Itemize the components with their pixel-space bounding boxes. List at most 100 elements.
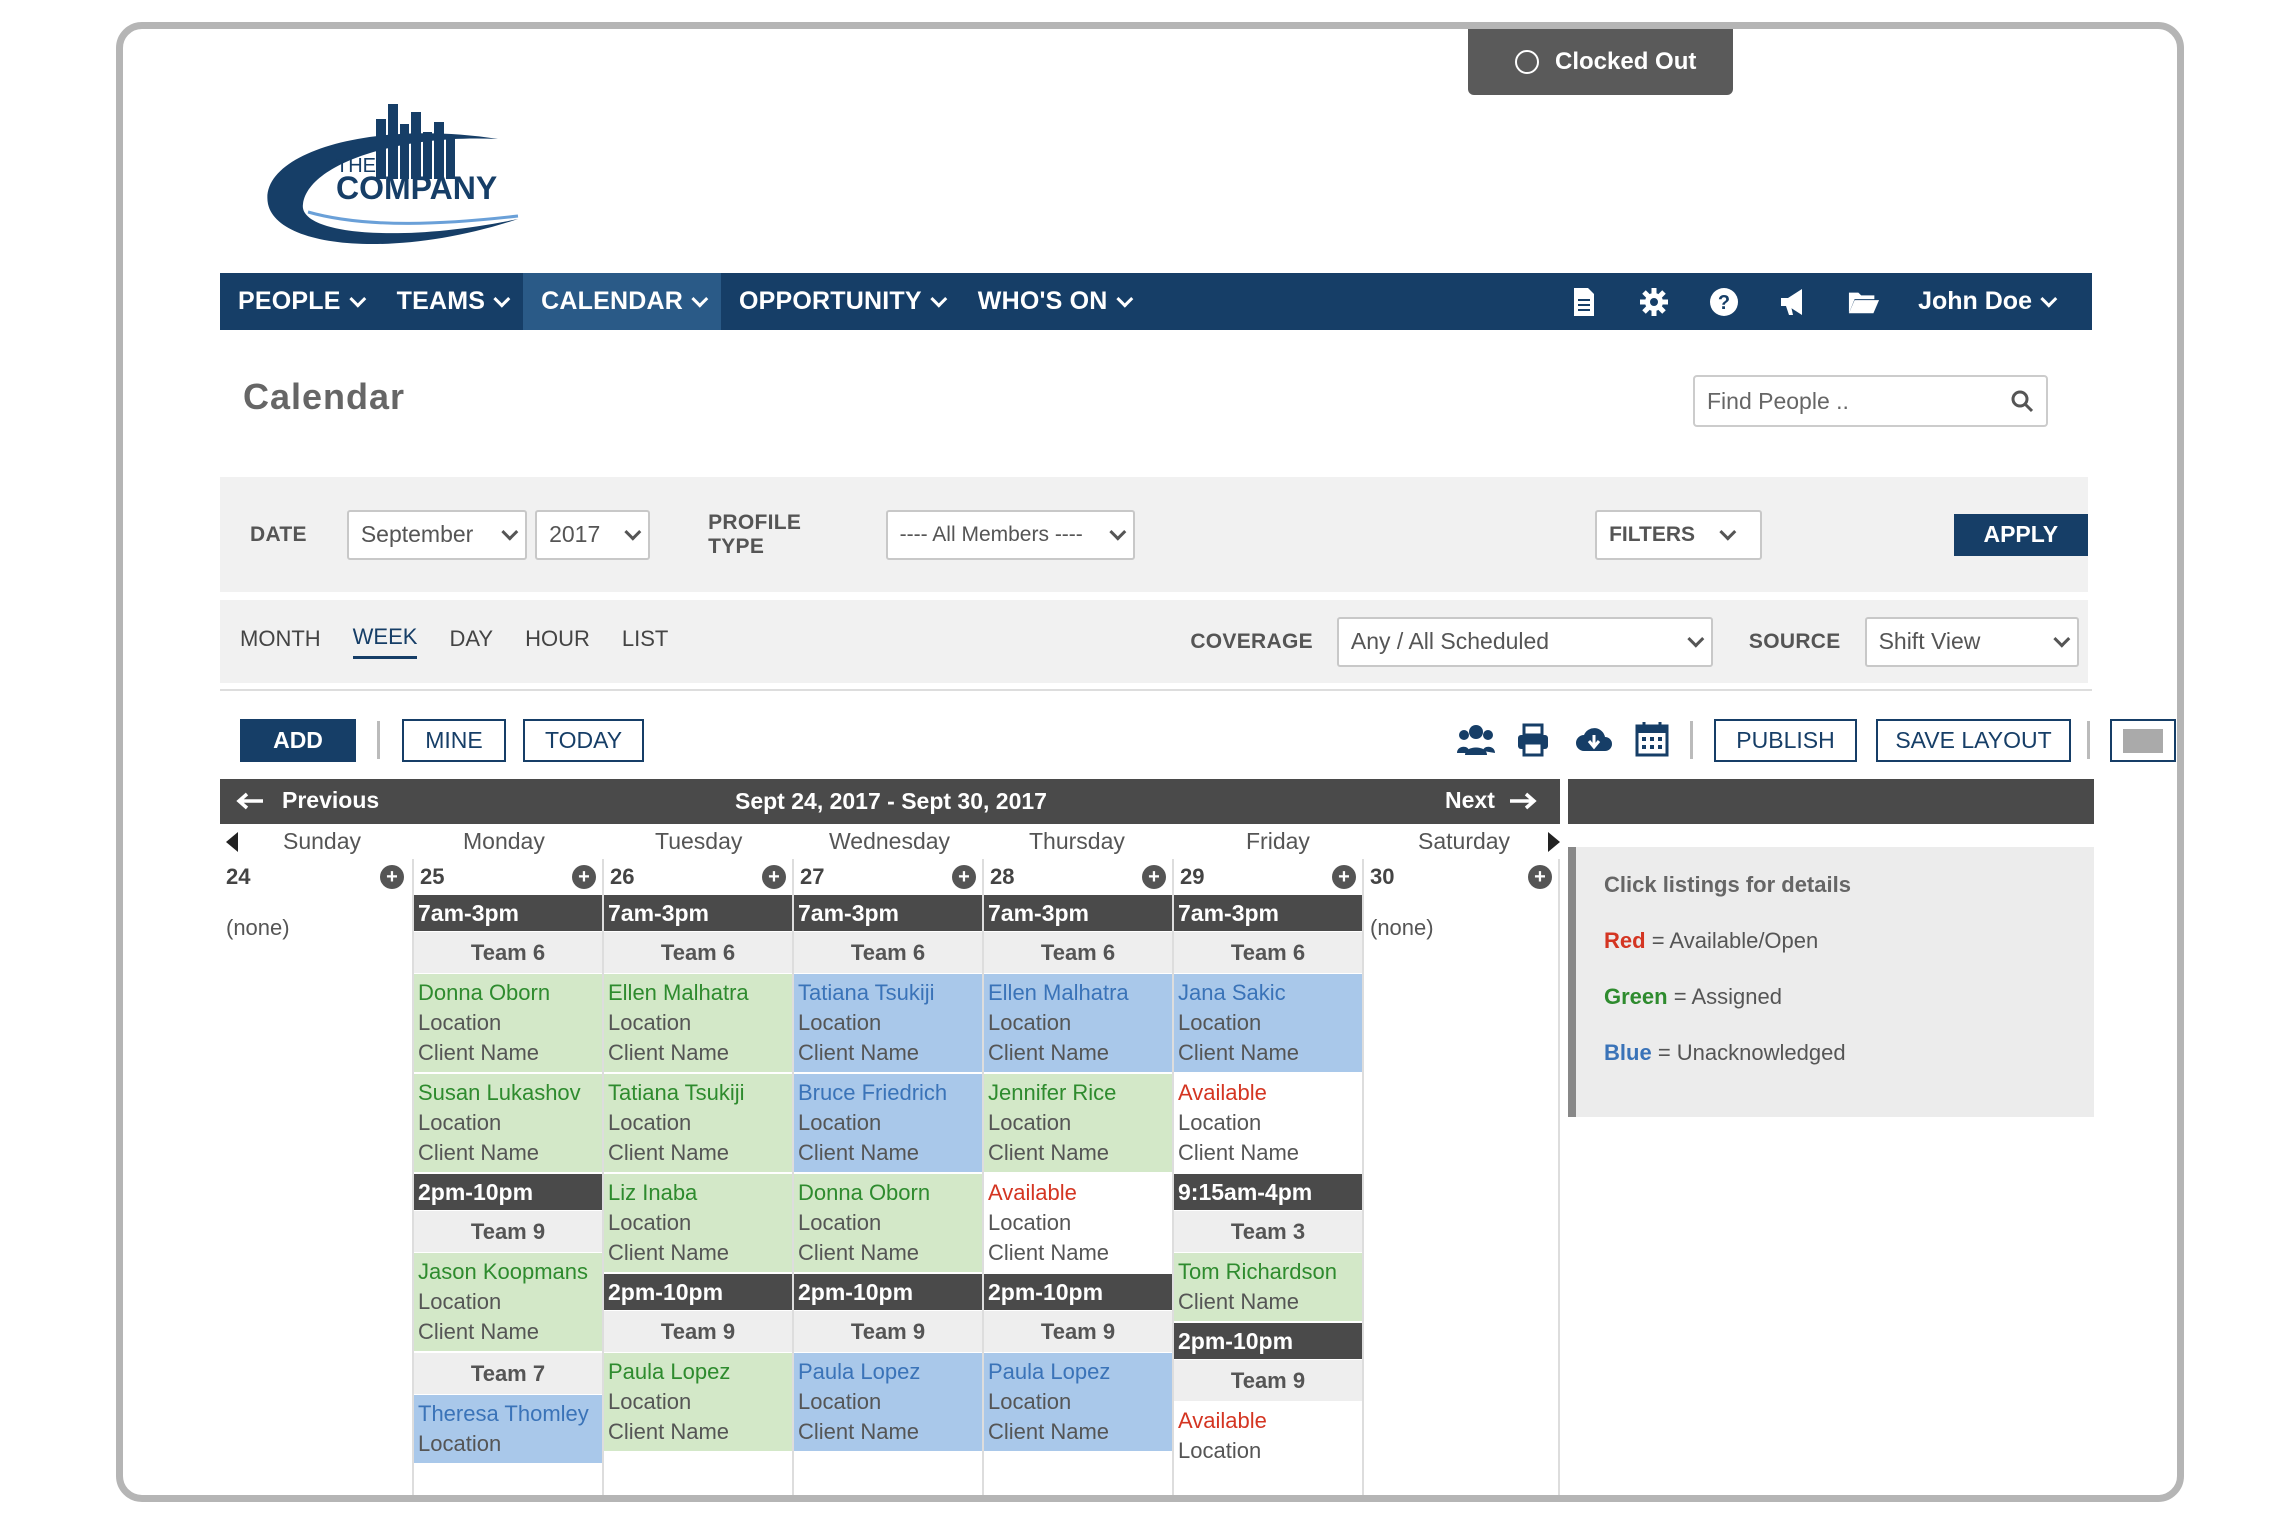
shift-entry-open[interactable]: Available Location Client Name [984,1174,1172,1274]
view-bar: MONTH WEEK DAY HOUR LIST COVERAGE Any / … [220,600,2088,683]
document-icon[interactable] [1568,286,1600,318]
shift-entry[interactable]: Jason Koopmans Location Client Name [414,1253,602,1353]
megaphone-icon[interactable] [1778,286,1810,318]
team-label: Team 6 [604,932,792,974]
shift-entry[interactable]: Paula Lopez Location Client Name [794,1353,982,1453]
add-button[interactable]: ADD [240,719,356,762]
shift-entry[interactable]: Susan Lukashov Location Client Name [414,1074,602,1174]
shift-time: 2pm-10pm [414,1174,602,1211]
shift-entry-open[interactable]: Available Location [1174,1402,1362,1472]
tab-list[interactable]: LIST [621,625,669,651]
team-label: Team 7 [414,1353,602,1395]
week-range: Sept 24, 2017 - Sept 30, 2017 [735,788,1047,814]
month-select[interactable]: September [346,509,528,560]
user-menu[interactable]: John Doe [1918,287,2058,316]
layout-toggle-button[interactable] [2110,719,2176,762]
prev-day-arrow-icon[interactable] [226,832,238,852]
shift-entry[interactable]: Ellen Malhatra Location Client Name [604,974,792,1074]
app-window: Clocked Out THE COMPANY PEOPLE TEAMS CAL… [116,22,2184,1502]
add-shift-icon[interactable]: + [952,865,976,889]
chevron-down-icon [348,290,366,308]
add-shift-icon[interactable]: + [572,865,596,889]
next-day-arrow-icon[interactable] [1548,832,1560,852]
shift-entry[interactable]: Tatiana Tsukiji Location Client Name [604,1074,792,1174]
weekday-header: Sunday Monday Tuesday Wednesday Thursday… [220,824,1680,859]
shift-entry[interactable]: Bruce Friedrich Location Client Name [794,1074,982,1174]
tab-day[interactable]: DAY [449,625,494,651]
add-shift-icon[interactable]: + [1332,865,1356,889]
profile-type-select[interactable]: ---- All Members ---- [885,509,1136,560]
chevron-down-icon [2040,290,2058,308]
team-label: Team 9 [984,1311,1172,1353]
nav-people[interactable]: PEOPLE [220,273,379,330]
publish-button[interactable]: PUBLISH [1714,719,1857,762]
print-icon[interactable] [1516,723,1550,762]
gear-icon[interactable] [1638,286,1670,318]
shift-entry-open[interactable]: Available Location Client Name [1174,1074,1362,1174]
team-label: Team 9 [794,1311,982,1353]
date-number: 26 [610,864,635,889]
chevron-down-icon [691,290,709,308]
shift-time: 2pm-10pm [604,1274,792,1311]
date-number: 30 [1370,864,1395,889]
team-icon[interactable] [1457,723,1495,762]
coverage-label: COVERAGE [1190,629,1313,653]
shift-entry[interactable]: Donna Oborn Location Client Name [414,974,602,1074]
tab-month[interactable]: MONTH [240,625,321,651]
clock-status[interactable]: Clocked Out [1468,29,1733,95]
shift-entry[interactable]: Ellen Malhatra Location Client Name [984,974,1172,1074]
chevron-down-icon [930,290,948,308]
legend-red: Red = Available/Open [1604,928,1819,953]
next-week-button[interactable]: Next [1445,787,1537,814]
previous-week-button[interactable]: Previous [236,787,379,814]
tab-week[interactable]: WEEK [352,624,418,659]
day-thursday: Thursday [1029,828,1125,854]
calendar-icon[interactable] [1635,721,1669,762]
year-select[interactable]: 2017 [535,509,651,560]
shift-time: 9:15am-4pm [1174,1174,1362,1211]
shift-entry[interactable]: Paula Lopez Location Client Name [984,1353,1172,1453]
chevron-down-icon [493,290,511,308]
apply-button[interactable]: APPLY [1953,513,2088,556]
shift-entry[interactable]: Liz Inaba Location Client Name [604,1174,792,1274]
calendar-week-header: Previous Sept 24, 2017 - Sept 30, 2017 N… [220,779,1560,824]
arrow-right-icon [1509,792,1537,809]
day-column-friday: 29 + 7am-3pm Team 6 Jana Sakic Location Cli… [1172,859,1362,1495]
add-shift-icon[interactable]: + [1142,865,1166,889]
shift-entry[interactable]: Tatiana Tsukiji Location Client Name [794,974,982,1074]
filter-bar: DATE September 2017 PROFILE TYPE ---- Al… [220,477,2088,592]
filters-dropdown[interactable]: FILTERS [1595,509,1762,560]
save-layout-button[interactable]: SAVE LAYOUT [1876,719,2071,762]
chevron-down-icon [1115,290,1133,308]
coverage-select[interactable]: Any / All Scheduled [1336,616,1713,667]
shift-time: 7am-3pm [1174,895,1362,932]
shift-entry[interactable]: Donna Oborn Location Client Name [794,1174,982,1274]
shift-entry[interactable]: Jana Sakic Location Client Name [1174,974,1362,1074]
shift-entry[interactable]: Jennifer Rice Location Client Name [984,1074,1172,1174]
logo-the: THE [336,155,376,177]
cloud-download-icon[interactable] [1575,723,1613,762]
shift-entry[interactable]: Theresa Thomley Location [414,1395,602,1465]
nav-opportunity[interactable]: OPPORTUNITY [721,273,960,330]
add-shift-icon[interactable]: + [762,865,786,889]
help-icon[interactable]: ? [1708,286,1740,318]
date-number: 28 [990,864,1015,889]
main-nav: PEOPLE TEAMS CALENDAR OPPORTUNITY WHO'S … [220,273,2092,330]
shift-entry[interactable]: Tom Richardson Client Name [1174,1253,1362,1323]
add-shift-icon[interactable]: + [1528,865,1552,889]
day-wednesday: Wednesday [829,828,951,854]
shift-entry[interactable]: Paula Lopez Location Client Name [604,1353,792,1453]
nav-teams[interactable]: TEAMS [379,273,524,330]
nav-whos-on[interactable]: WHO'S ON [960,273,1146,330]
date-label: DATE [250,522,307,546]
day-friday: Friday [1246,828,1310,854]
mine-button[interactable]: MINE [402,719,506,762]
today-button[interactable]: TODAY [523,719,644,762]
search-input[interactable]: Find People .. [1693,375,2048,427]
nav-calendar[interactable]: CALENDAR [523,273,721,330]
add-shift-icon[interactable]: + [380,865,404,889]
tab-hour[interactable]: HOUR [525,625,590,651]
folder-icon[interactable] [1848,286,1880,318]
source-select[interactable]: Shift View [1864,616,2079,667]
clock-ring-icon [1515,50,1539,74]
